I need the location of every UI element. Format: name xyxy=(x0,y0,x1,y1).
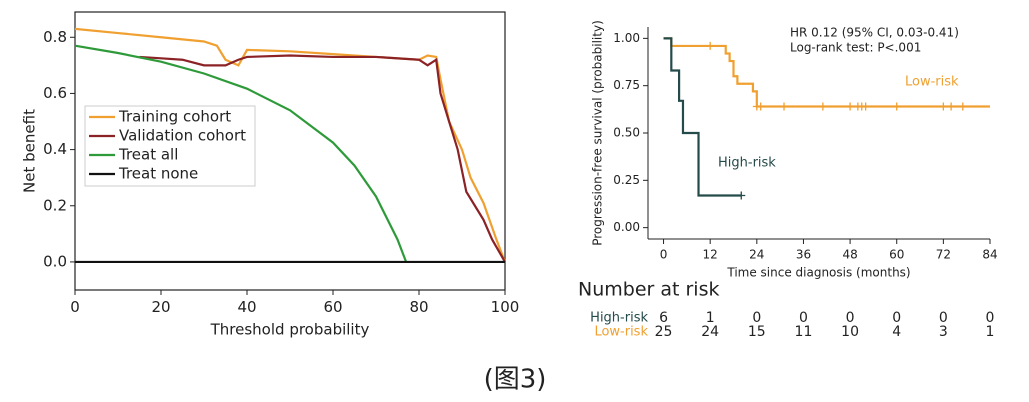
y-tick-label: 0.6 xyxy=(43,84,67,102)
legend-label: Treat none xyxy=(118,165,198,183)
legend-box xyxy=(84,105,256,187)
legend-label: Treat all xyxy=(118,146,178,164)
x-tick-label: 20 xyxy=(151,298,170,316)
censor-mark xyxy=(861,102,870,111)
risk-count: 1 xyxy=(706,310,715,326)
x-tick-label: 60 xyxy=(889,248,904,262)
series-line xyxy=(74,44,408,263)
survival-curve xyxy=(663,37,742,197)
x-tick-label: 12 xyxy=(703,248,718,262)
censor-mark xyxy=(818,102,827,111)
censor-mark xyxy=(939,102,948,111)
censor-mark xyxy=(780,102,789,111)
y-tick-label: 0.2 xyxy=(43,196,67,214)
x-tick-label: 80 xyxy=(409,298,428,316)
x-tick-label: 36 xyxy=(796,248,811,262)
risk-count: 6 xyxy=(659,310,668,326)
risk-count: 0 xyxy=(986,310,995,326)
risk-row-label: Low-risk xyxy=(594,325,648,340)
censor-mark xyxy=(958,102,967,111)
y-tick-label: 0.50 xyxy=(613,126,640,140)
censor-mark xyxy=(947,102,956,111)
risk-count: 15 xyxy=(748,324,766,340)
y-tick-label: 0.25 xyxy=(613,173,640,187)
plot-frame xyxy=(74,11,506,291)
risk-count: 24 xyxy=(701,324,719,340)
risk-count: 0 xyxy=(799,310,808,326)
caption: (图3) xyxy=(484,365,547,395)
censor-mark xyxy=(756,102,765,111)
risk-count: 4 xyxy=(892,324,901,340)
y-tick-label: 0.0 xyxy=(43,252,67,270)
risk-count: 0 xyxy=(752,310,761,326)
annotation: HR 0.12 (95% CI, 0.03-0.41) xyxy=(790,26,959,40)
y-tick-label: 0.00 xyxy=(613,220,640,234)
censor-mark xyxy=(737,191,746,200)
x-tick-label: 72 xyxy=(936,248,951,262)
y-tick-label: 0.75 xyxy=(613,78,640,92)
x-tick-label: 84 xyxy=(982,248,997,262)
series-line xyxy=(139,54,506,263)
risk-count: 11 xyxy=(795,324,813,340)
y-tick-label: 0.4 xyxy=(43,140,67,158)
x-tick-label: 60 xyxy=(323,298,342,316)
series-label: Low-risk xyxy=(905,75,959,90)
risk-count: 3 xyxy=(939,324,948,340)
risk-count: 0 xyxy=(846,310,855,326)
x-axis-label: Threshold probability xyxy=(210,321,370,339)
annotation: Log-rank test: P<.001 xyxy=(790,41,921,55)
series-label: High-risk xyxy=(718,156,776,171)
censor-mark xyxy=(892,102,901,111)
risk-count: 1 xyxy=(986,324,995,340)
y-axis-label: Progression-free survival (probability) xyxy=(591,20,605,246)
x-axis-label: Time since diagnosis (months) xyxy=(726,266,910,280)
x-tick-label: 24 xyxy=(749,248,764,262)
legend-label: Training cohort xyxy=(118,108,231,126)
x-tick-label: 48 xyxy=(842,248,857,262)
risk-row-label: High-risk xyxy=(590,311,648,326)
survival-curve xyxy=(663,37,990,108)
censor-mark xyxy=(706,41,715,50)
risk-count: 0 xyxy=(939,310,948,326)
risk-count: 25 xyxy=(655,324,673,340)
risk-count: 10 xyxy=(841,324,859,340)
x-tick-label: 0 xyxy=(660,248,668,262)
y-axis-label: Net benefit xyxy=(21,109,39,193)
x-tick-label: 40 xyxy=(237,298,256,316)
legend-label: Validation cohort xyxy=(119,127,246,145)
risk-count: 0 xyxy=(892,310,901,326)
y-tick-label: 0.8 xyxy=(43,28,67,46)
x-tick-label: 100 xyxy=(491,298,520,316)
censor-mark xyxy=(846,102,855,111)
risk-table-title: Number at risk xyxy=(578,279,720,301)
x-tick-label: 0 xyxy=(70,298,80,316)
y-tick-label: 1.00 xyxy=(613,31,640,45)
